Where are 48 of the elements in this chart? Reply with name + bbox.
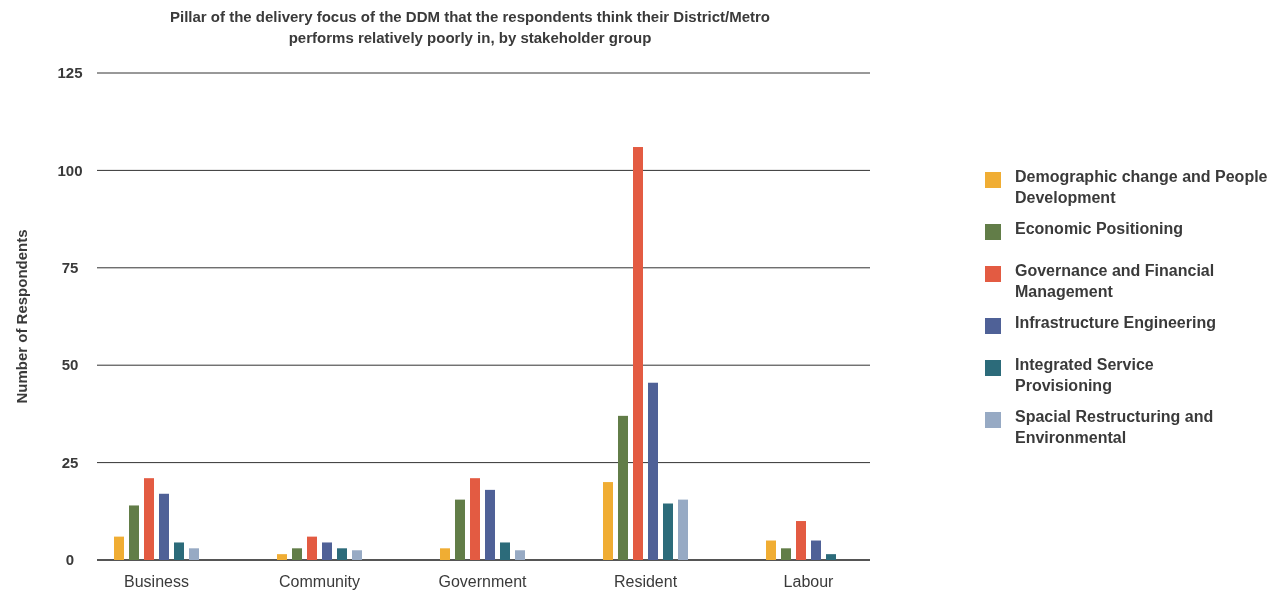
y-tick-label: 75 <box>61 259 79 277</box>
chart-title: Pillar of the delivery focus of the DDM that the respondents think their District/Metro performs relatively poorly in, by stakeholder group <box>169 8 771 46</box>
bar <box>485 489 495 560</box>
bar <box>307 536 317 560</box>
bar <box>114 536 124 560</box>
bar <box>811 540 821 560</box>
bar <box>174 542 184 560</box>
bar <box>633 147 643 560</box>
y-tick-label: 125 <box>57 64 83 82</box>
y-tick-label: 25 <box>61 453 79 471</box>
y-tick-label: 50 <box>61 356 79 374</box>
legend-label: Infrastructure Engineering <box>1015 314 1216 331</box>
bar <box>826 554 836 560</box>
bar <box>766 540 776 560</box>
y-tick-label: 100 <box>57 161 83 179</box>
bar <box>337 548 347 560</box>
legend-label: Demographic change and People Development <box>1015 168 1268 206</box>
legend-label: Governance and Financial Management <box>1015 262 1215 300</box>
bar <box>292 548 302 560</box>
y-axis-title: Number of Respondents <box>13 229 30 404</box>
bar <box>603 482 613 560</box>
legend-label: Economic Positioning <box>1015 220 1184 237</box>
bar <box>159 493 169 560</box>
bar <box>322 542 332 560</box>
bar <box>618 415 628 560</box>
legend-label: Integrated Service Provisioning <box>1015 356 1154 394</box>
bar <box>500 542 510 560</box>
bar <box>129 505 139 560</box>
bar <box>678 499 688 560</box>
legend-label: Spacial Restructuring and Environmental <box>1015 408 1214 446</box>
bar <box>277 554 287 560</box>
bar <box>455 499 465 560</box>
x-tick-label: Government <box>438 573 528 590</box>
bar <box>189 548 199 560</box>
bar <box>796 521 806 560</box>
bar <box>648 382 658 560</box>
x-tick-label: Community <box>279 573 360 590</box>
bar <box>470 478 480 560</box>
bar <box>781 548 791 560</box>
x-tick-label: Labour <box>783 573 835 590</box>
bar <box>440 548 450 560</box>
bar <box>352 550 362 560</box>
y-tick-label: 0 <box>65 551 75 569</box>
bar <box>515 550 525 560</box>
bar <box>663 503 673 560</box>
x-tick-label: Business <box>124 573 189 590</box>
x-tick-label: Resident <box>613 573 678 590</box>
bar <box>144 478 154 560</box>
